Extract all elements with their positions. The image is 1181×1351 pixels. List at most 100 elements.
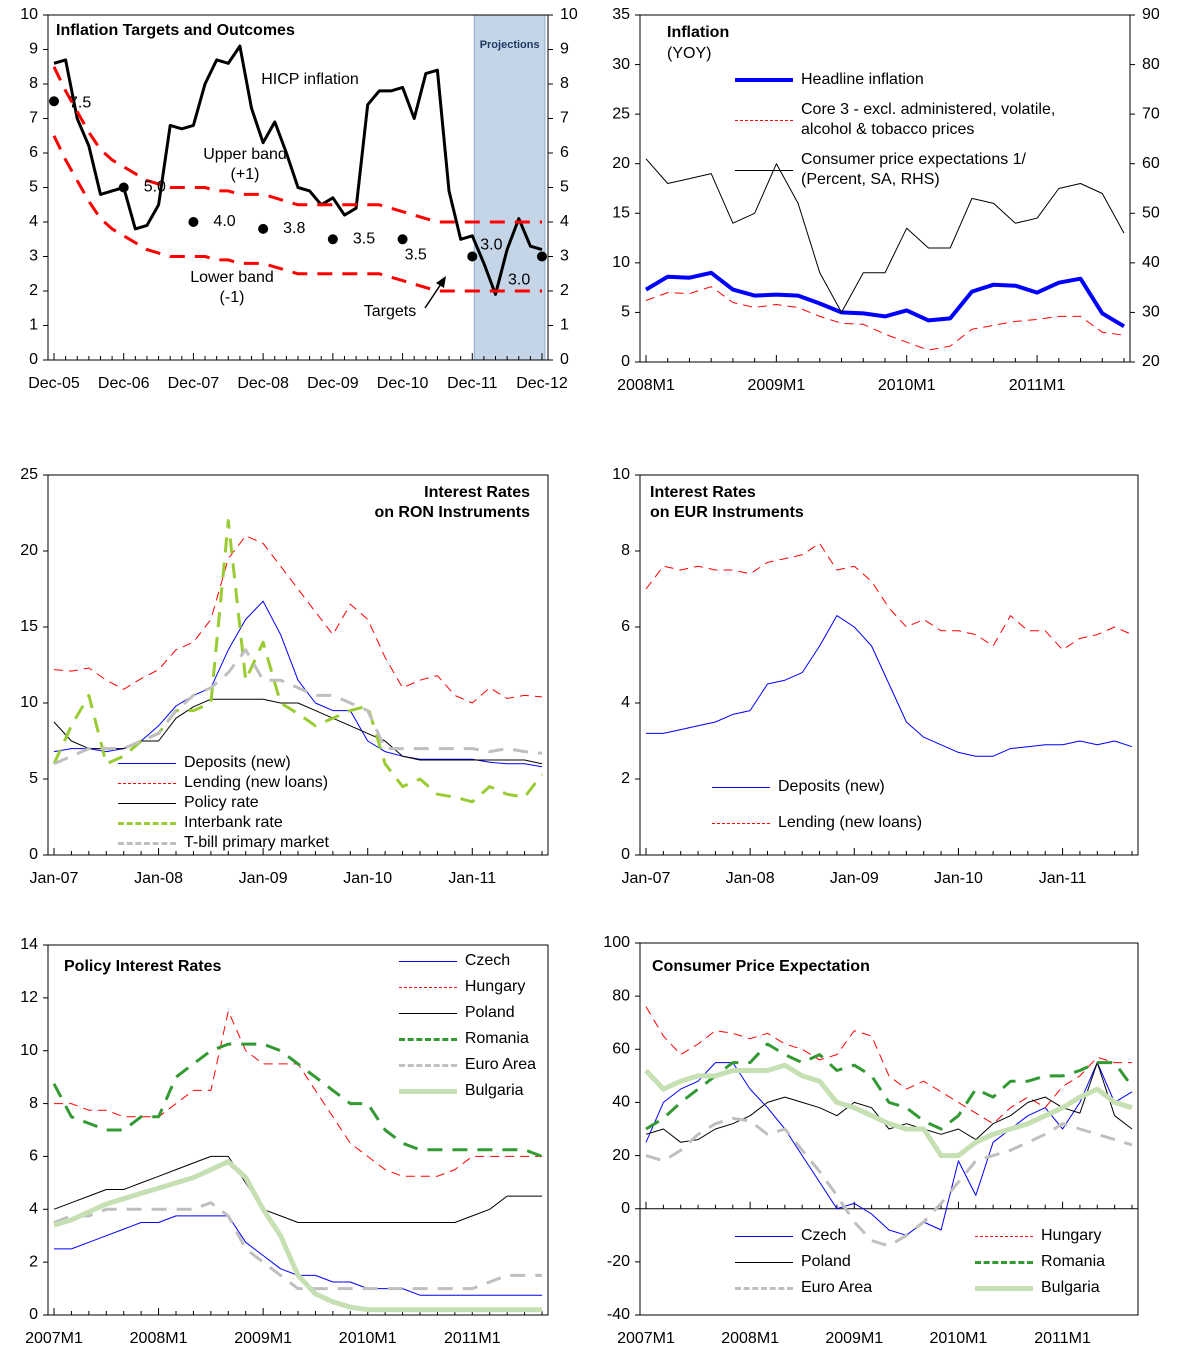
y-tick-label: 8 (29, 75, 38, 92)
series-line (53, 1155, 542, 1223)
legend-label: Hungary (464, 978, 526, 995)
x-tick-label: Dec-06 (98, 375, 150, 392)
legend-item: Deposits (new) (712, 769, 922, 805)
chart-title: Consumer Price Expectation (652, 958, 870, 975)
series-label: HICP inflation (261, 71, 359, 88)
y2-tick-label: 90 (1142, 6, 1160, 23)
target-marker (188, 217, 199, 227)
y-tick-label: 3 (29, 248, 38, 265)
legend: Deposits (new) Lending (new loans) Policy … (118, 753, 329, 853)
chart-title: Interest Rates on EUR Instruments (650, 484, 804, 521)
targets-arrow (424, 276, 446, 309)
swatch (118, 782, 176, 784)
y-tick-label: 2 (621, 770, 630, 787)
legend-item: Hungary (398, 974, 536, 1000)
value-label: 3.5 (405, 246, 427, 263)
y-tick-label: 9 (29, 41, 38, 58)
chart-panel: 0 5 10 15 20 25 30 35 20 30 40 50 60 70 80 90 2008M1 2009… (612, 6, 1160, 394)
y2-tick-label: 3 (560, 248, 569, 265)
chart-panel: -40 -20 0 20 40 60 80 100 2007M1 2008M1 2009M1 2010… (603, 934, 1139, 1347)
y-tick-label: 0 (621, 1200, 630, 1217)
legend-label: Consumer price expectations 1/ (Percent,… (801, 151, 1026, 188)
series-line (645, 1006, 1132, 1125)
x-tick-label: 2008M1 (130, 1330, 188, 1347)
x-tick-label: 2011M1 (444, 1330, 501, 1347)
y-tick-label: 20 (612, 155, 630, 172)
swatch (712, 822, 770, 824)
legend-label: Bulgaria (464, 1082, 524, 1099)
y-tick-label: 5 (29, 770, 38, 787)
y-tick-label: -20 (607, 1253, 630, 1270)
y-tick-label: 14 (20, 936, 38, 953)
x-tick-label: Jan-09 (239, 870, 288, 887)
x-tick-label: Dec-12 (516, 375, 568, 392)
legend-item: Consumer price expectations 1/ (Percent,… (735, 150, 1055, 190)
y2-tick-label: 0 (560, 351, 569, 368)
swatch (735, 1235, 793, 1237)
legend-item: Czech (735, 1223, 975, 1249)
legend-label: Poland (801, 1253, 851, 1270)
y2-tick-label: 6 (560, 144, 569, 161)
arrow-shaft (424, 283, 442, 309)
series-label: Targets (363, 303, 417, 320)
x-tick-label: Jan-08 (726, 870, 775, 887)
x-tick-label: Dec-09 (307, 375, 359, 392)
y2-tick-label: 30 (1142, 304, 1160, 321)
swatch (398, 1037, 457, 1041)
x-tick-label: 2009M1 (234, 1330, 292, 1347)
y-tick-label: 6 (621, 618, 630, 635)
y-tick-label: 8 (621, 542, 630, 559)
legend-item: Euro Area (735, 1275, 975, 1301)
chart-panel: Projections 0 1 2 3 4 5 6 7 8 9 10 0 1 2 3 4 5 6 7 8 9 10 Dec-0… (20, 6, 578, 392)
series-line (53, 1201, 542, 1291)
series-line (53, 648, 543, 766)
y-tick-label: 10 (612, 466, 630, 483)
legend-item: Policy rate (118, 793, 329, 813)
x-tick-label: Jan-11 (448, 870, 496, 887)
y-tick-label: 5 (621, 304, 630, 321)
y2-tick-label: 10 (560, 6, 578, 23)
legend-item: Romania (398, 1026, 536, 1052)
y-tick-label: 25 (612, 105, 630, 122)
chart-panel: 0 2 4 6 8 10 12 14 2007M1 2008M1 2009M1 2010M1 2011M… (20, 936, 549, 1347)
value-label: 4.0 (213, 213, 235, 230)
swatch (118, 841, 176, 845)
x-tick-label: 2008M1 (617, 377, 675, 394)
swatch (975, 1260, 1033, 1264)
series-line (52, 1042, 543, 1158)
value-label: 3.5 (353, 230, 375, 247)
y2-tick-label: 1 (560, 317, 569, 334)
x-tick-label: Jan-11 (1039, 870, 1087, 887)
shade-label: Projections (480, 39, 540, 51)
legend-item: Core 3 - excl. administered, volatile, a… (735, 100, 1055, 140)
y2-tick-label: 80 (1142, 56, 1160, 73)
legend-label: Czech (464, 952, 511, 969)
swatch (975, 1235, 1033, 1237)
y2-tick-label: 70 (1142, 105, 1160, 122)
y-tick-label: 6 (29, 1148, 38, 1165)
y2-tick-label: 4 (560, 213, 569, 230)
y-tick-label: 4 (621, 694, 630, 711)
swatch (735, 1261, 793, 1263)
y2-tick-label: 8 (560, 75, 569, 92)
y2-tick-label: 40 (1142, 254, 1160, 271)
swatch (118, 821, 176, 825)
legend-label: Bulgaria (1041, 1279, 1100, 1296)
swatch (735, 78, 793, 82)
legend-label: Headline inflation (801, 71, 924, 88)
y-tick-label: 0 (621, 353, 630, 370)
y2-tick-label: 7 (560, 110, 569, 127)
y-tick-label: 7 (29, 110, 38, 127)
y2-tick-label: 5 (560, 179, 569, 196)
y-tick-label: 30 (612, 56, 630, 73)
legend-label: Romania (1041, 1253, 1106, 1270)
x-tick-label: 2009M1 (747, 377, 805, 394)
y-tick-label: 10 (612, 254, 630, 271)
legend-item: Lending (new loans) (712, 805, 922, 841)
target-marker (327, 234, 338, 245)
legend-label: Czech (801, 1227, 847, 1244)
target-marker (118, 182, 129, 193)
legend-item: Deposits (new) (118, 753, 329, 773)
y-tick-label: 0 (29, 1306, 38, 1323)
